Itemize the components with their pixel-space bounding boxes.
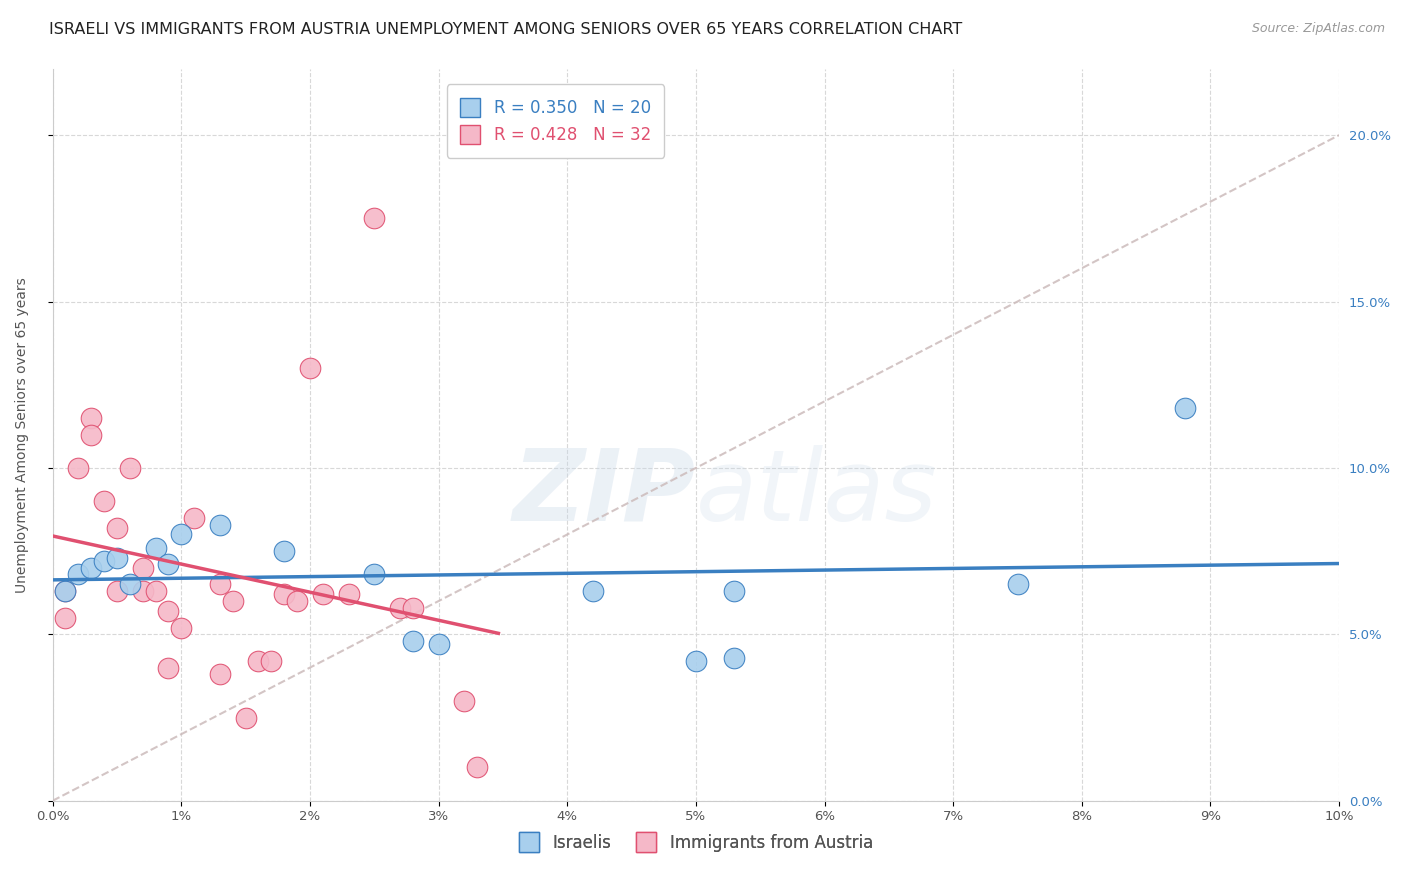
Point xyxy=(723,650,745,665)
Point xyxy=(208,517,231,532)
Point xyxy=(208,577,231,591)
Point xyxy=(222,594,245,608)
Point xyxy=(427,637,450,651)
Point xyxy=(55,584,77,599)
Point xyxy=(363,211,385,226)
Point xyxy=(145,584,167,599)
Point xyxy=(208,667,231,681)
Point xyxy=(170,527,193,541)
Point xyxy=(80,411,103,425)
Point xyxy=(1174,401,1197,415)
Point xyxy=(260,654,283,668)
Point xyxy=(80,561,103,575)
Point xyxy=(273,587,295,601)
Point xyxy=(67,567,90,582)
Point xyxy=(402,634,425,648)
Point xyxy=(55,584,77,599)
Point xyxy=(118,577,141,591)
Y-axis label: Unemployment Among Seniors over 65 years: Unemployment Among Seniors over 65 years xyxy=(15,277,30,592)
Point xyxy=(80,427,103,442)
Point xyxy=(723,584,745,599)
Point xyxy=(402,600,425,615)
Point xyxy=(582,584,605,599)
Point xyxy=(170,621,193,635)
Text: atlas: atlas xyxy=(696,445,938,541)
Point xyxy=(105,521,128,535)
Point xyxy=(67,461,90,475)
Point xyxy=(118,461,141,475)
Point xyxy=(235,710,257,724)
Point xyxy=(55,610,77,624)
Point xyxy=(337,587,360,601)
Point xyxy=(157,558,180,572)
Point xyxy=(145,541,167,555)
Point xyxy=(93,494,115,508)
Point xyxy=(1007,577,1029,591)
Point xyxy=(388,600,411,615)
Point xyxy=(298,361,321,376)
Point xyxy=(105,584,128,599)
Point xyxy=(312,587,335,601)
Point xyxy=(157,660,180,674)
Point xyxy=(247,654,270,668)
Point xyxy=(285,594,308,608)
Point xyxy=(183,511,205,525)
Point xyxy=(273,544,295,558)
Point xyxy=(131,561,153,575)
Text: ISRAELI VS IMMIGRANTS FROM AUSTRIA UNEMPLOYMENT AMONG SENIORS OVER 65 YEARS CORR: ISRAELI VS IMMIGRANTS FROM AUSTRIA UNEMP… xyxy=(49,22,963,37)
Point xyxy=(453,694,475,708)
Point xyxy=(465,760,488,774)
Point xyxy=(685,654,707,668)
Legend: Israelis, Immigrants from Austria: Israelis, Immigrants from Austria xyxy=(512,826,879,858)
Text: ZIP: ZIP xyxy=(513,445,696,541)
Point xyxy=(363,567,385,582)
Point xyxy=(157,604,180,618)
Point xyxy=(93,554,115,568)
Text: Source: ZipAtlas.com: Source: ZipAtlas.com xyxy=(1251,22,1385,36)
Point xyxy=(131,584,153,599)
Point xyxy=(105,550,128,565)
